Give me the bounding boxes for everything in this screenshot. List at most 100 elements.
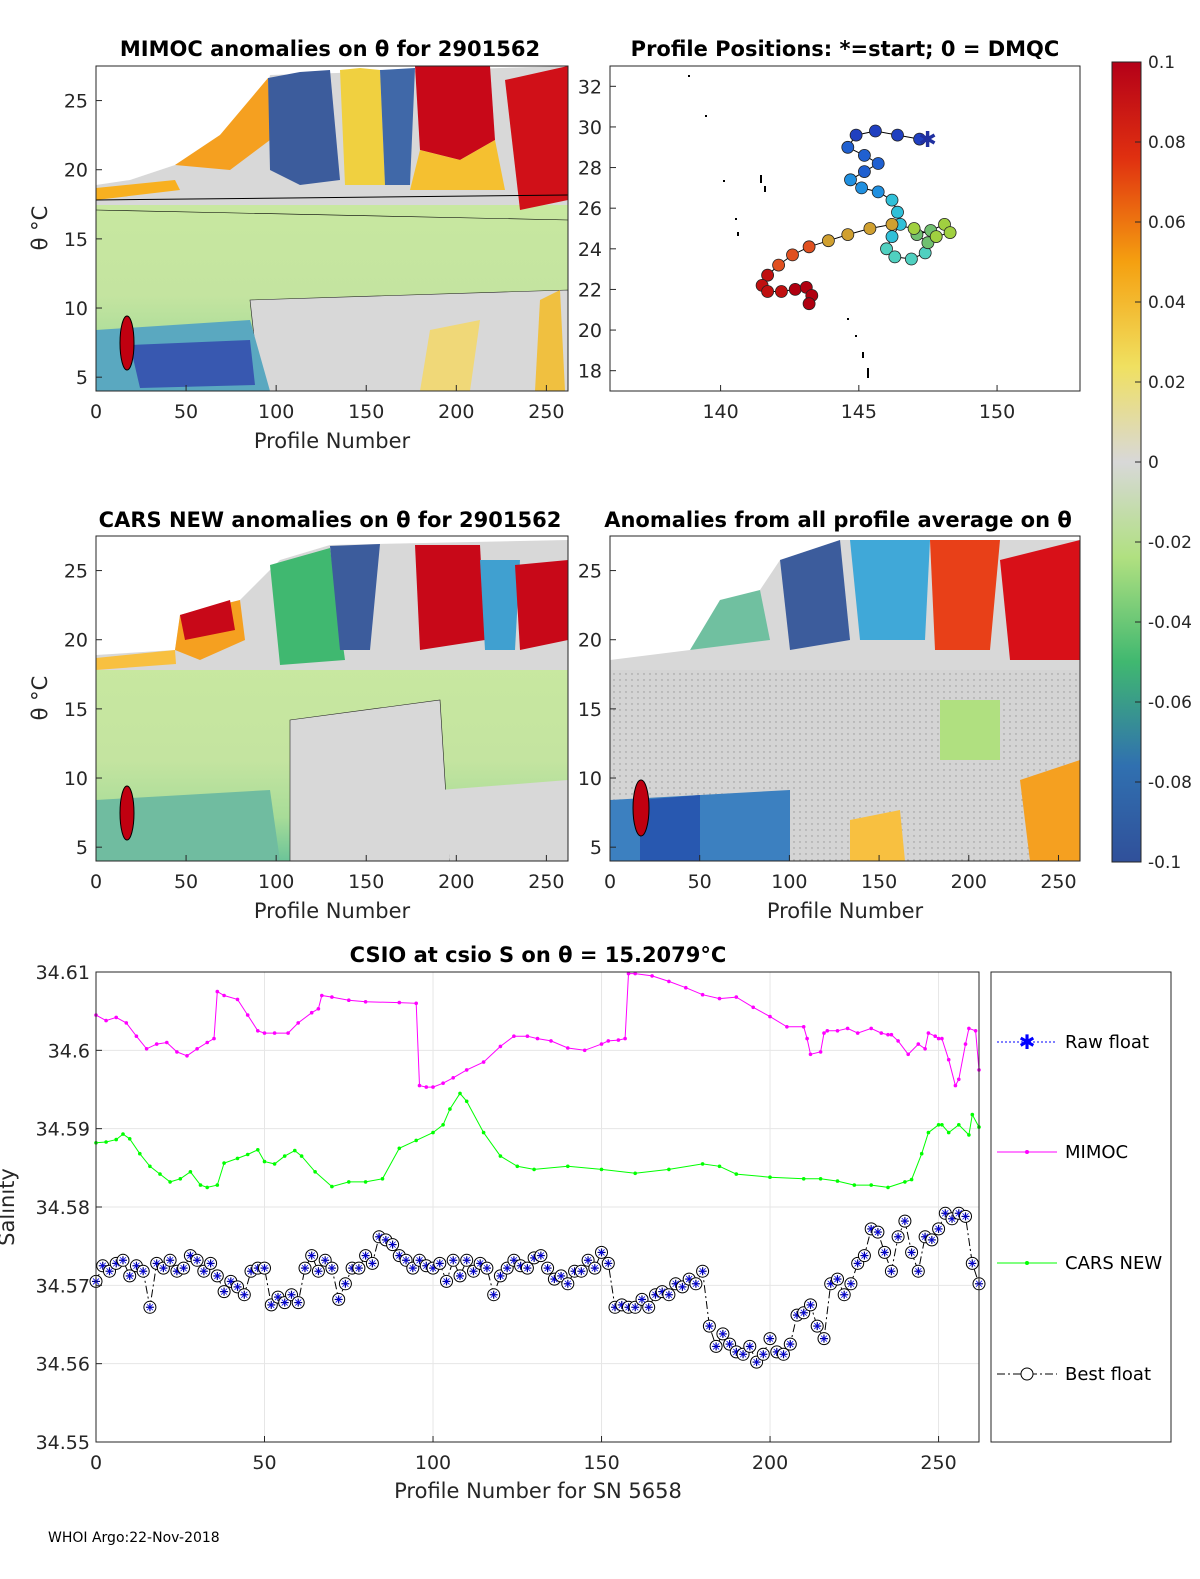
best-float-point	[299, 1262, 311, 1274]
track-point	[889, 251, 901, 263]
mimoc-point	[826, 1029, 830, 1033]
mimoc-point	[145, 1047, 149, 1051]
x-tick-label: 200	[752, 1452, 788, 1474]
mimoc-point	[957, 1078, 961, 1082]
track-point	[787, 249, 799, 261]
colorbar-tick-label: 0.1	[1148, 53, 1175, 73]
cars-point	[138, 1152, 142, 1156]
salinity-xlabel: Profile Number for SN 5658	[394, 1479, 682, 1503]
mimoc-point	[937, 1037, 941, 1041]
mimoc-title: MIMOC anomalies on θ for 2901562	[120, 37, 540, 61]
cars-point	[441, 1123, 445, 1127]
x-tick-label: 250	[528, 401, 564, 423]
cars-point	[735, 1172, 739, 1176]
best-float-point	[906, 1246, 918, 1258]
best-float-point	[744, 1340, 756, 1352]
mimoc-point	[890, 1033, 894, 1037]
best-float-point	[312, 1265, 324, 1277]
cars-point	[718, 1165, 722, 1169]
mimoc-point	[751, 1006, 755, 1010]
x-tick-label: 50	[174, 401, 198, 423]
mimoc-point	[320, 994, 324, 998]
x-tick-label: 0	[90, 871, 102, 893]
best-float-point	[643, 1301, 655, 1313]
legend-raw-label: Raw float	[1065, 1032, 1149, 1053]
best-float-point	[205, 1257, 217, 1269]
best-float-point	[912, 1265, 924, 1277]
legend-cars-label: CARS NEW	[1065, 1253, 1162, 1274]
y-tick-label: 18	[578, 361, 602, 383]
cars-point	[701, 1162, 705, 1166]
track-point	[845, 174, 857, 186]
y-tick-label: 5	[76, 837, 88, 859]
cars-point	[886, 1186, 890, 1190]
best-float-point	[144, 1301, 156, 1313]
mimoc-point	[809, 1053, 813, 1057]
mimoc-point	[482, 1060, 486, 1064]
best-float-point	[447, 1254, 459, 1266]
best-float-point	[757, 1348, 769, 1360]
dot-marker-icon	[1025, 1261, 1029, 1265]
y-tick-label: 20	[578, 320, 602, 342]
cars-point	[330, 1185, 334, 1189]
x-tick-label: 250	[1040, 871, 1076, 893]
cars-point	[158, 1172, 162, 1176]
track-point	[886, 218, 898, 230]
mimoc-point	[967, 1027, 971, 1031]
track-point	[803, 241, 815, 253]
track-point	[864, 223, 876, 235]
track-point	[762, 286, 774, 298]
cars-point	[937, 1123, 941, 1127]
figure-canvas: MIMOC anomalies on θ for 2901562 Profile…	[0, 0, 1200, 1575]
y-tick-label: 15	[578, 699, 602, 721]
mimoc-point	[822, 1031, 826, 1035]
x-tick-label: 100	[258, 401, 294, 423]
mimoc-xlabel: Profile Number	[254, 429, 411, 453]
best-float-point	[784, 1338, 796, 1350]
mimoc-point	[499, 1045, 503, 1049]
mimoc-point	[263, 1031, 267, 1035]
y-tick-label: 34.56	[36, 1354, 90, 1376]
best-float-point	[602, 1257, 614, 1269]
track-point	[886, 194, 898, 206]
cars-point	[458, 1092, 462, 1096]
best-float-point	[434, 1257, 446, 1269]
best-float-point	[333, 1293, 345, 1305]
colorbar-tick-label: -0.02	[1148, 533, 1192, 553]
colorbar: 0.10.080.060.040.020-0.02-0.04-0.06-0.08…	[1112, 53, 1192, 873]
x-tick-label: 0	[90, 401, 102, 423]
mimoc-point	[125, 1021, 129, 1025]
cars-point	[121, 1132, 125, 1136]
positions-panel: ✱	[610, 66, 1080, 391]
circle-marker-icon	[1021, 1368, 1033, 1380]
x-tick-label: 100	[771, 871, 807, 893]
best-float-point	[960, 1210, 972, 1222]
legend: ✱ Raw float MIMOC CARS NEW Best float	[991, 972, 1171, 1442]
best-float-point	[481, 1262, 493, 1274]
track-point	[822, 235, 834, 247]
y-tick-label: 15	[64, 229, 88, 251]
cars-point	[283, 1154, 287, 1158]
colorbar-tick-label: -0.04	[1148, 613, 1192, 633]
best-float-point	[832, 1273, 844, 1285]
y-tick-label: 34.59	[36, 1119, 90, 1141]
mimoc-point	[701, 993, 705, 997]
best-float-point	[596, 1246, 608, 1258]
cars-point	[516, 1165, 520, 1169]
x-tick-label: 100	[258, 871, 294, 893]
cars-point	[199, 1183, 203, 1187]
cars-point	[216, 1183, 220, 1187]
cars-point	[802, 1177, 806, 1181]
best-float-point	[858, 1250, 870, 1262]
best-float-point	[899, 1215, 911, 1227]
best-float-point	[845, 1278, 857, 1290]
colorbar-tick-label: 0.04	[1148, 293, 1186, 313]
mimoc-point	[155, 1042, 159, 1046]
mimoc-point	[165, 1041, 169, 1045]
mimoc-point	[566, 1046, 570, 1050]
track-point	[892, 129, 904, 141]
mimoc-point	[836, 1029, 840, 1033]
cars-point	[246, 1153, 250, 1157]
x-tick-label: 150	[348, 401, 384, 423]
y-tick-label: 26	[578, 198, 602, 220]
